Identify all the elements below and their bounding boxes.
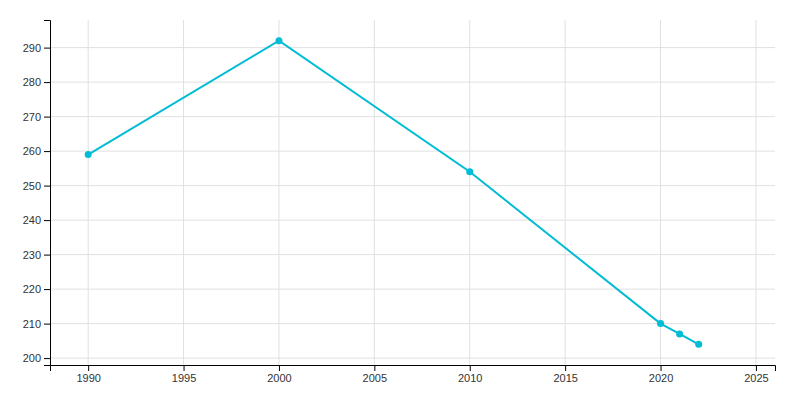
grid-line — [469, 20, 470, 365]
tick: 1995 — [172, 365, 196, 384]
grid-line — [50, 254, 775, 255]
grid-line — [50, 289, 775, 290]
x-axis: 1990 1995 2000 2005 2010 2015 2020 2025 — [51, 365, 776, 384]
tick-mark — [44, 324, 50, 325]
tick-mark — [374, 365, 375, 371]
grid-line — [374, 20, 375, 365]
tick-label: 280 — [23, 76, 41, 88]
tick-mark — [279, 365, 280, 371]
tick-mark — [756, 365, 757, 371]
tick-mark — [44, 186, 50, 187]
point — [676, 330, 683, 337]
grid-line — [660, 20, 661, 365]
grid-line — [565, 20, 566, 365]
grid-line — [50, 185, 775, 186]
grid-line — [50, 323, 775, 324]
tick: 280 — [23, 76, 50, 88]
tick-mark — [470, 365, 471, 371]
marks — [85, 37, 703, 348]
tick-label: 2015 — [553, 372, 577, 384]
grid-line — [278, 20, 279, 365]
tick: 2000 — [267, 365, 291, 384]
grid-line — [88, 20, 89, 365]
tick: 270 — [23, 111, 50, 123]
tick-label: 220 — [23, 283, 41, 295]
grid — [50, 20, 775, 365]
tick: 250 — [23, 180, 50, 192]
tick: 2005 — [363, 365, 387, 384]
tick-label: 270 — [23, 111, 41, 123]
point — [85, 151, 92, 158]
grid-line — [50, 82, 775, 83]
axis-line — [44, 21, 51, 366]
tick-mark — [44, 48, 50, 49]
tick: 1990 — [76, 365, 100, 384]
tick: 230 — [23, 249, 50, 261]
tick-mark — [661, 365, 662, 371]
tick-label: 230 — [23, 249, 41, 261]
tick: 240 — [23, 214, 50, 226]
grid-line — [183, 20, 184, 365]
tick-label: 290 — [23, 42, 41, 54]
tick-label: 1990 — [76, 372, 100, 384]
tick-mark — [44, 220, 50, 221]
point — [466, 168, 473, 175]
tick: 260 — [23, 145, 50, 157]
tick-mark — [44, 82, 50, 83]
tick: 2010 — [458, 365, 482, 384]
point — [695, 341, 702, 348]
tick-label: 210 — [23, 318, 41, 330]
tick-label: 250 — [23, 180, 41, 192]
grid-line — [755, 20, 756, 365]
tick-mark — [44, 255, 50, 256]
grid-line — [50, 220, 775, 221]
tick-label: 2025 — [744, 372, 768, 384]
tick-label: 2010 — [458, 372, 482, 384]
tick-label: 260 — [23, 145, 41, 157]
tick-label: 2005 — [363, 372, 387, 384]
tick-label: 240 — [23, 214, 41, 226]
tick: 2015 — [553, 365, 577, 384]
tick-mark — [565, 365, 566, 371]
point — [275, 37, 282, 44]
plot: 1990 1995 2000 2005 2010 2015 2020 2025 200 210 22… — [23, 20, 776, 384]
chart: 1990 1995 2000 2005 2010 2015 2020 2025 200 210 22… — [0, 0, 800, 400]
grid-line — [50, 151, 775, 152]
tick-mark — [44, 117, 50, 118]
grid-line — [50, 358, 775, 359]
tick: 200 — [23, 352, 50, 364]
y-axis: 200 210 220 230 240 250 260 270 280 290 — [23, 21, 51, 366]
axis-line — [51, 366, 776, 372]
tick: 210 — [23, 318, 50, 330]
tick-mark — [44, 289, 50, 290]
tick: 220 — [23, 283, 50, 295]
point — [657, 320, 664, 327]
tick-label: 1995 — [172, 372, 196, 384]
grid-line — [50, 47, 775, 48]
line — [88, 41, 699, 345]
tick-label: 2000 — [267, 372, 291, 384]
tick-mark — [44, 151, 50, 152]
grid-line — [50, 116, 775, 117]
tick: 2025 — [744, 365, 768, 384]
tick-mark — [88, 365, 89, 371]
tick-label: 2020 — [649, 372, 673, 384]
tick: 290 — [23, 42, 50, 54]
tick-mark — [184, 365, 185, 371]
tick: 2020 — [649, 365, 673, 384]
tick-mark — [44, 358, 50, 359]
tick-label: 200 — [23, 352, 41, 364]
